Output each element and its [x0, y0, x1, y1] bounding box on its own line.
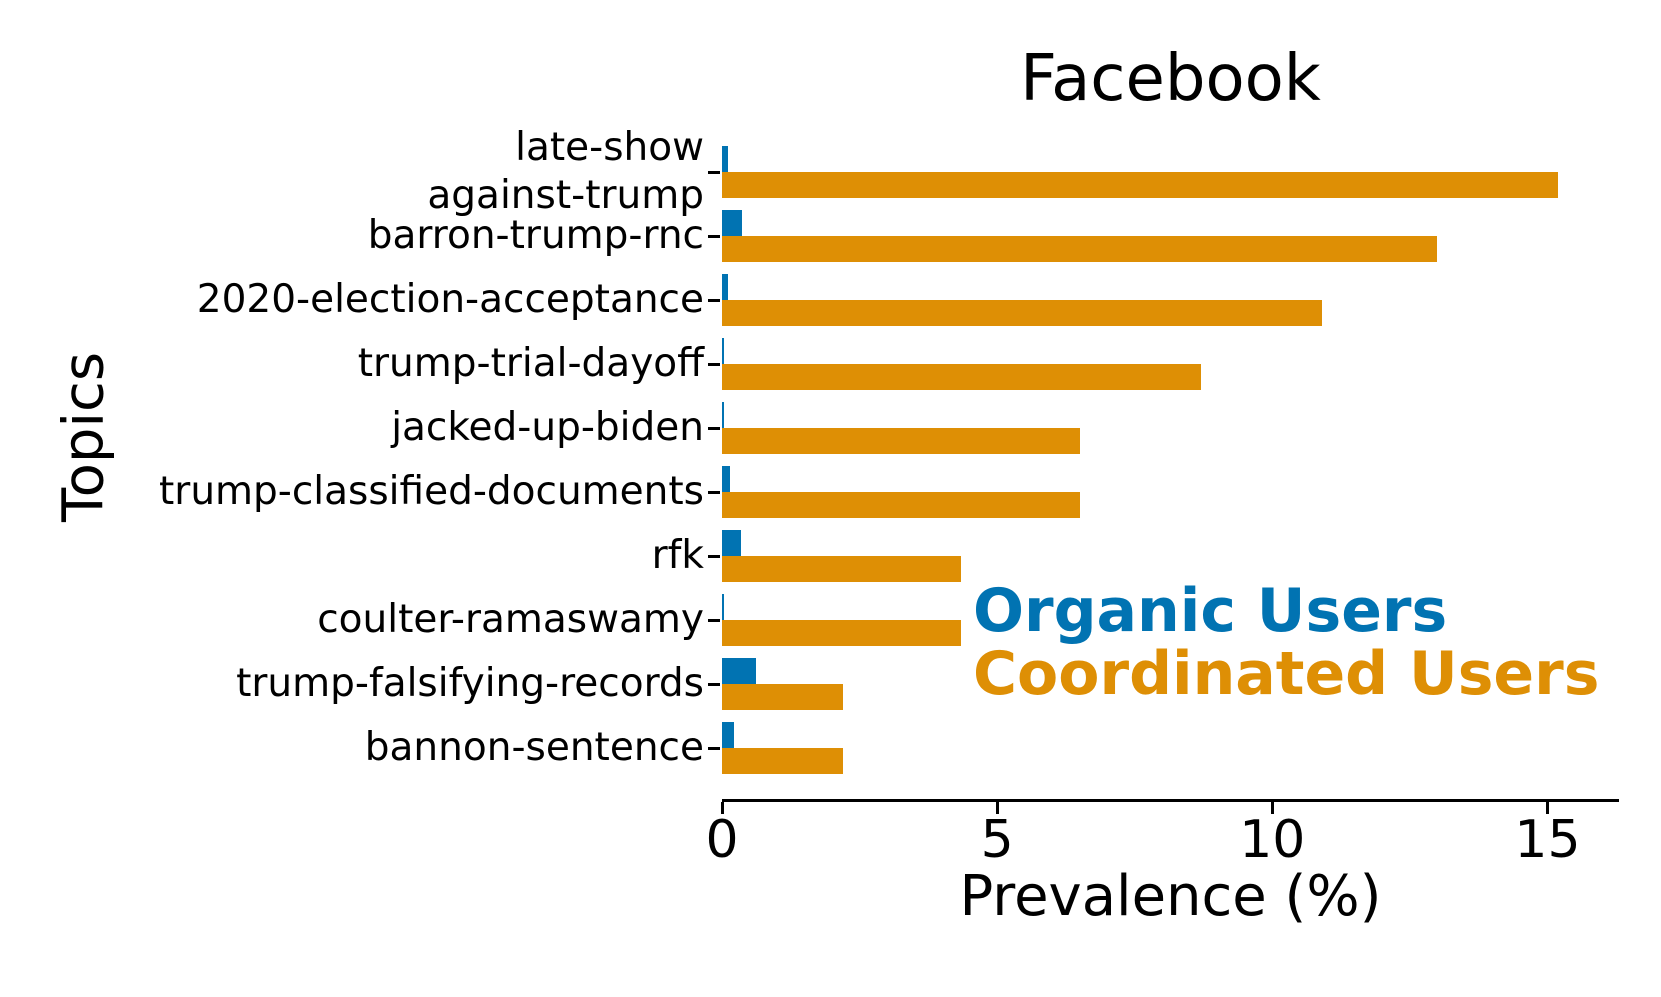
x-tick-mark: [996, 802, 1000, 814]
y-tick-label: barron-trump-rnc: [367, 213, 704, 258]
x-tick-label: 15: [1514, 810, 1581, 870]
y-tick-label: coulter-ramaswamy: [317, 597, 704, 642]
y-tick-mark: [708, 427, 720, 430]
bar-coordinated: [722, 300, 1322, 326]
y-tick-label: rfk: [651, 533, 704, 578]
bar-organic: [722, 594, 724, 620]
y-tick-mark: [708, 619, 720, 622]
bar-coordinated: [722, 364, 1201, 390]
bar-organic: [722, 274, 728, 300]
bar-organic: [722, 530, 741, 556]
y-tick-mark: [708, 235, 720, 238]
y-tick-label: 2020-election-acceptance: [196, 277, 704, 322]
y-tick-mark: [708, 747, 720, 750]
bar-coordinated: [722, 556, 961, 582]
x-tick-label: 10: [1239, 810, 1306, 870]
y-tick-mark: [708, 171, 720, 174]
bar-organic: [722, 146, 728, 172]
y-tick-label: trump-falsifying-records: [236, 661, 704, 706]
bar-coordinated: [722, 428, 1080, 454]
bar-organic: [722, 402, 724, 428]
chart-title: Facebook: [1020, 42, 1321, 116]
bar-coordinated: [722, 620, 961, 646]
y-tick-mark: [708, 491, 720, 494]
y-tick-label: trump-classified-documents: [159, 469, 704, 514]
y-tick-label: trump-trial-dayoff: [357, 341, 704, 386]
y-tick-mark: [708, 363, 720, 366]
y-tick-mark: [708, 555, 720, 558]
y-tick-label: bannon-sentence: [364, 725, 704, 770]
bar-organic: [722, 722, 734, 748]
x-tick-label: 5: [980, 810, 1014, 870]
bar-organic: [722, 466, 730, 492]
bar-coordinated: [722, 748, 843, 774]
bar-organic: [722, 210, 742, 236]
bar-coordinated: [722, 236, 1437, 262]
legend-coordinated-users: Coordinated Users: [973, 639, 1600, 709]
bar-coordinated: [722, 492, 1080, 518]
legend-organic-users: Organic Users: [973, 576, 1448, 646]
legend: Organic Users Coordinated Users: [973, 580, 1599, 706]
y-tick-mark: [708, 683, 720, 686]
x-axis-line: [722, 799, 1619, 802]
x-tick-label: 0: [705, 810, 739, 870]
bar-organic: [722, 338, 724, 364]
bar-coordinated: [722, 684, 843, 710]
x-axis-label: Prevalence (%): [959, 864, 1382, 929]
y-tick-mark: [708, 299, 720, 302]
x-tick-mark: [721, 802, 724, 814]
bar-coordinated: [722, 172, 1558, 198]
x-tick-mark: [1546, 802, 1550, 814]
y-tick-label: late-show against-trump: [427, 125, 704, 218]
x-tick-mark: [1271, 802, 1275, 814]
y-tick-label: jacked-up-biden: [391, 405, 704, 450]
bar-organic: [722, 658, 756, 684]
